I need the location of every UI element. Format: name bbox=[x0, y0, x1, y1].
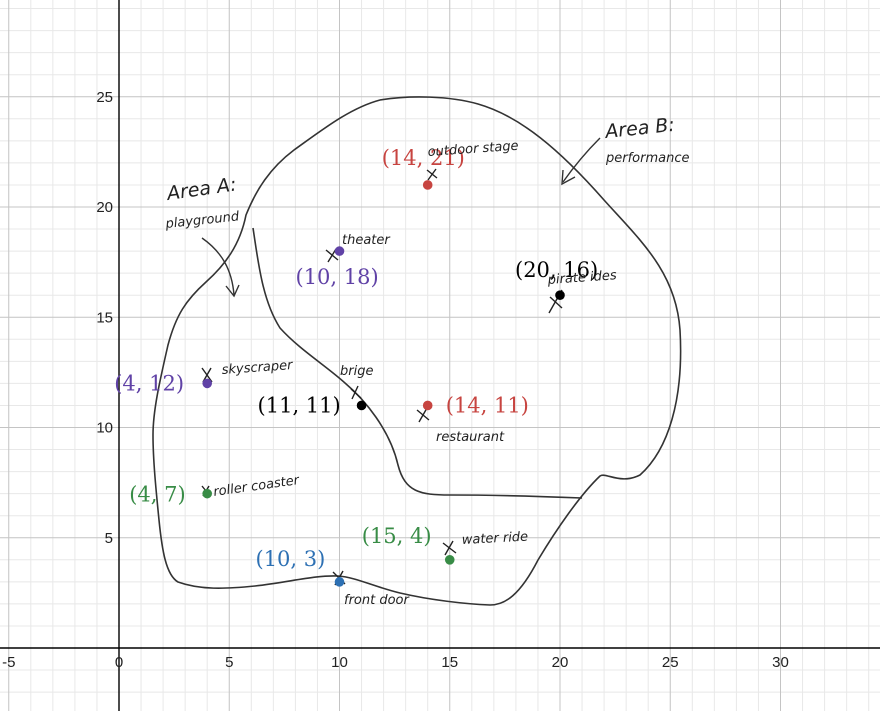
x-mark-water-ride bbox=[442, 540, 457, 556]
x-tick-label: 20 bbox=[552, 654, 569, 671]
x-marks bbox=[201, 168, 563, 586]
point-marker bbox=[334, 246, 345, 256]
y-tick-label: 15 bbox=[96, 309, 113, 326]
point-marker bbox=[555, 290, 565, 301]
point-label: (20, 16) bbox=[515, 258, 598, 282]
point-marker bbox=[202, 488, 212, 499]
y-tick-label: 10 bbox=[96, 420, 113, 437]
area-b-title: Area B: bbox=[602, 114, 676, 143]
x-mark-bridge bbox=[350, 385, 362, 400]
x-tick-label: 0 bbox=[115, 654, 123, 671]
pirate-rides-label: pirate ides bbox=[546, 268, 617, 288]
area-b-subtitle: performance bbox=[605, 151, 689, 166]
points-layer bbox=[202, 180, 565, 587]
y-tick-label: 5 bbox=[105, 530, 113, 547]
x-tick-label: 30 bbox=[772, 654, 789, 671]
point-marker bbox=[422, 180, 433, 190]
point-marker bbox=[422, 400, 433, 411]
theater-label: theater bbox=[342, 233, 391, 248]
tick-labels: -5 0 5 10 15 20 25 30 5 10 15 20 25 bbox=[2, 89, 789, 671]
water-ride-label: water ride bbox=[461, 530, 528, 548]
point-label: (4, 12) bbox=[114, 371, 184, 395]
x-tick-label: -5 bbox=[2, 654, 15, 671]
point-label: (10, 3) bbox=[256, 547, 326, 571]
area-a-arrow bbox=[201, 237, 235, 296]
x-mark-theater bbox=[325, 248, 339, 263]
park-boundary bbox=[152, 96, 682, 606]
point-labels-layer: (14, 21) (10, 18) (20, 16) (4, 12) (11, 11) (… bbox=[114, 146, 598, 571]
x-mark-restaurant bbox=[416, 407, 430, 423]
area-divider bbox=[252, 227, 583, 499]
x-tick-label: 15 bbox=[441, 654, 458, 671]
area-b-arrowhead bbox=[561, 169, 576, 186]
point-marker bbox=[202, 378, 212, 389]
point-label: (4, 7) bbox=[129, 483, 185, 507]
outdoor-stage-label: outdoor stage bbox=[427, 139, 519, 160]
point-marker bbox=[334, 577, 345, 587]
point-label: (11, 11) bbox=[258, 393, 341, 417]
roller-coaster-label: roller coaster bbox=[212, 473, 301, 500]
x-tick-label: 5 bbox=[225, 654, 233, 671]
y-tick-label: 25 bbox=[96, 89, 113, 106]
point-marker bbox=[356, 400, 367, 411]
area-b-arrow bbox=[562, 137, 601, 183]
point-label: (15, 4) bbox=[362, 524, 432, 548]
skyscraper-label: skyscraper bbox=[221, 358, 294, 378]
point-marker bbox=[444, 555, 455, 565]
y-tick-label: 20 bbox=[96, 199, 113, 216]
area-a-title: Area A: bbox=[164, 173, 238, 205]
point-label: (14, 21) bbox=[382, 146, 465, 170]
x-mark-outdoor-stage bbox=[426, 168, 438, 181]
bridge-label: brige bbox=[340, 364, 373, 379]
restaurant-label: restaurant bbox=[436, 430, 505, 445]
point-label: (14, 11) bbox=[446, 393, 529, 417]
x-tick-label: 10 bbox=[331, 654, 348, 671]
x-tick-label: 25 bbox=[662, 654, 679, 671]
area-a-arrowhead bbox=[225, 284, 240, 298]
point-label: (10, 18) bbox=[296, 265, 379, 289]
front-door-label: front door bbox=[344, 593, 411, 608]
